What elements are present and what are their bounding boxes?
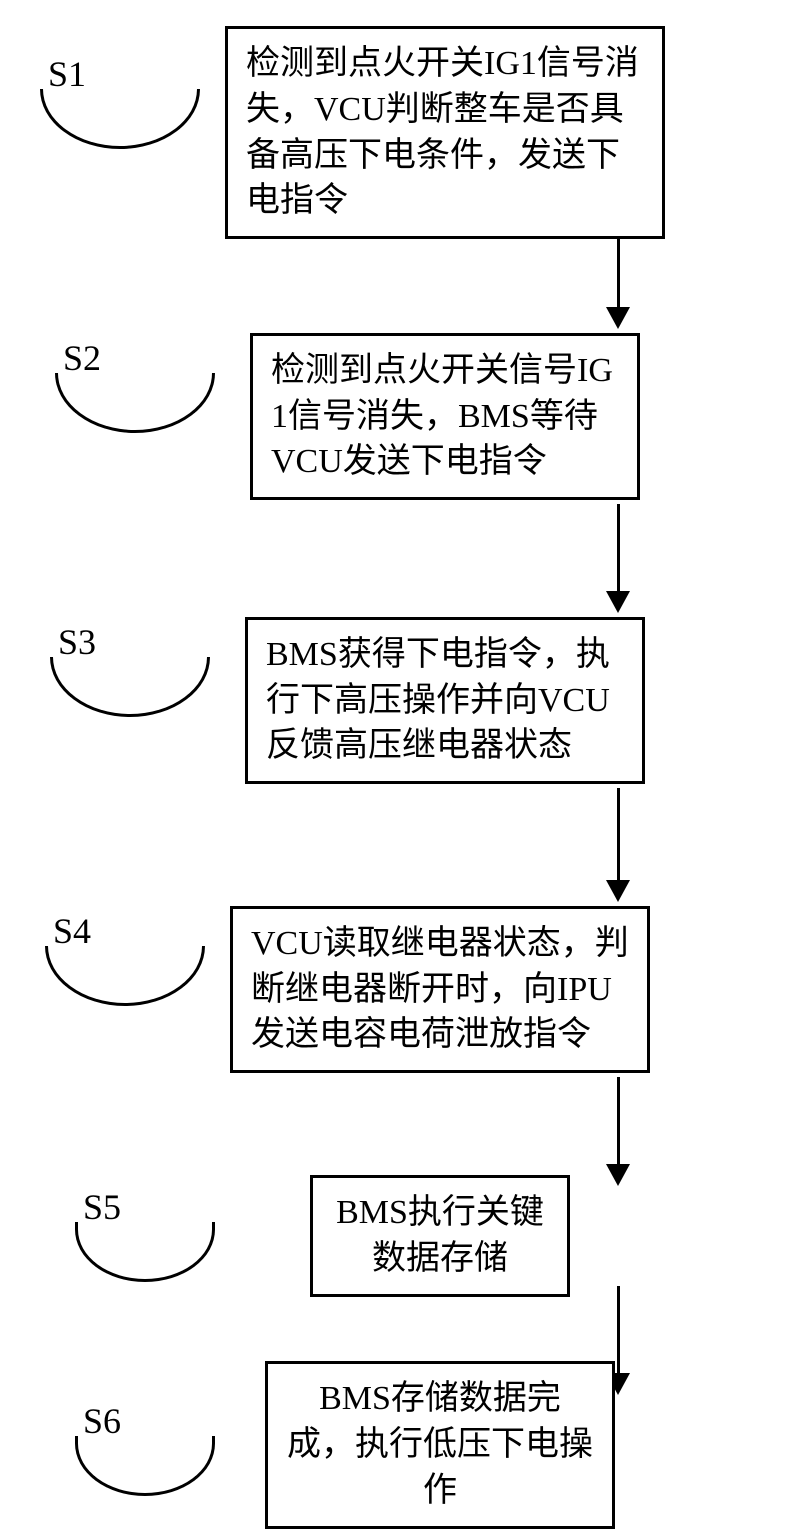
- step-s6-row: S6 BMS存储数据完成，执行低压下电操作: [0, 1395, 806, 1495]
- step-s3-arc: [50, 657, 210, 717]
- step-s5-arc: [75, 1222, 215, 1282]
- step-s5-row: S5 BMS执行关键数据存储: [0, 1186, 806, 1286]
- arrow-head-icon: [606, 591, 630, 613]
- step-s3-box: BMS获得下电指令，执行下高压操作并向VCU反馈高压继电器状态: [245, 617, 645, 785]
- step-s2-row: S2 检测到点火开关信号IG1信号消失，BMS等待VCU发送下电指令: [0, 329, 806, 504]
- step-s2-box: 检测到点火开关信号IG1信号消失，BMS等待VCU发送下电指令: [250, 333, 640, 501]
- arrow-line: [617, 1077, 620, 1165]
- step-s4-arc: [45, 946, 205, 1006]
- arrow-s4-s5: [430, 1077, 806, 1186]
- step-s5-box: BMS执行关键数据存储: [310, 1175, 570, 1297]
- arrow-s2-s3: [430, 504, 806, 613]
- step-s6-label-wrap: S6: [75, 1400, 215, 1496]
- arrow-line: [617, 788, 620, 881]
- step-s6-box: BMS存储数据完成，执行低压下电操作: [265, 1361, 615, 1529]
- arrow-head-icon: [606, 307, 630, 329]
- step-s1-box: 检测到点火开关IG1信号消失，VCU判断整车是否具备高压下电条件，发送下电指令: [225, 26, 665, 240]
- step-s2-label-wrap: S2: [55, 337, 215, 433]
- step-s4-row: S4 VCU读取继电器状态，判断继电器断开时，向IPU发送电容电荷泄放指令: [0, 902, 806, 1077]
- step-s1-row: S1 检测到点火开关IG1信号消失，VCU判断整车是否具备高压下电条件，发送下电…: [0, 45, 806, 220]
- step-s3-label-wrap: S3: [50, 621, 210, 717]
- step-s1-label-wrap: S1: [40, 53, 200, 149]
- arrow-head-icon: [606, 880, 630, 902]
- step-s1-arc: [40, 89, 200, 149]
- arrow-line: [617, 1286, 620, 1374]
- step-s6-arc: [75, 1436, 215, 1496]
- arrow-s3-s4: [430, 788, 806, 902]
- step-s4-label-wrap: S4: [45, 910, 205, 1006]
- step-s4-box: VCU读取继电器状态，判断继电器断开时，向IPU发送电容电荷泄放指令: [230, 906, 650, 1074]
- arrow-head-icon: [606, 1164, 630, 1186]
- step-s3-row: S3 BMS获得下电指令，执行下高压操作并向VCU反馈高压继电器状态: [0, 613, 806, 788]
- arrow-line: [617, 504, 620, 592]
- step-s5-label-wrap: S5: [75, 1186, 215, 1282]
- step-s2-arc: [55, 373, 215, 433]
- flowchart-container: S1 检测到点火开关IG1信号消失，VCU判断整车是否具备高压下电条件，发送下电…: [0, 45, 806, 1495]
